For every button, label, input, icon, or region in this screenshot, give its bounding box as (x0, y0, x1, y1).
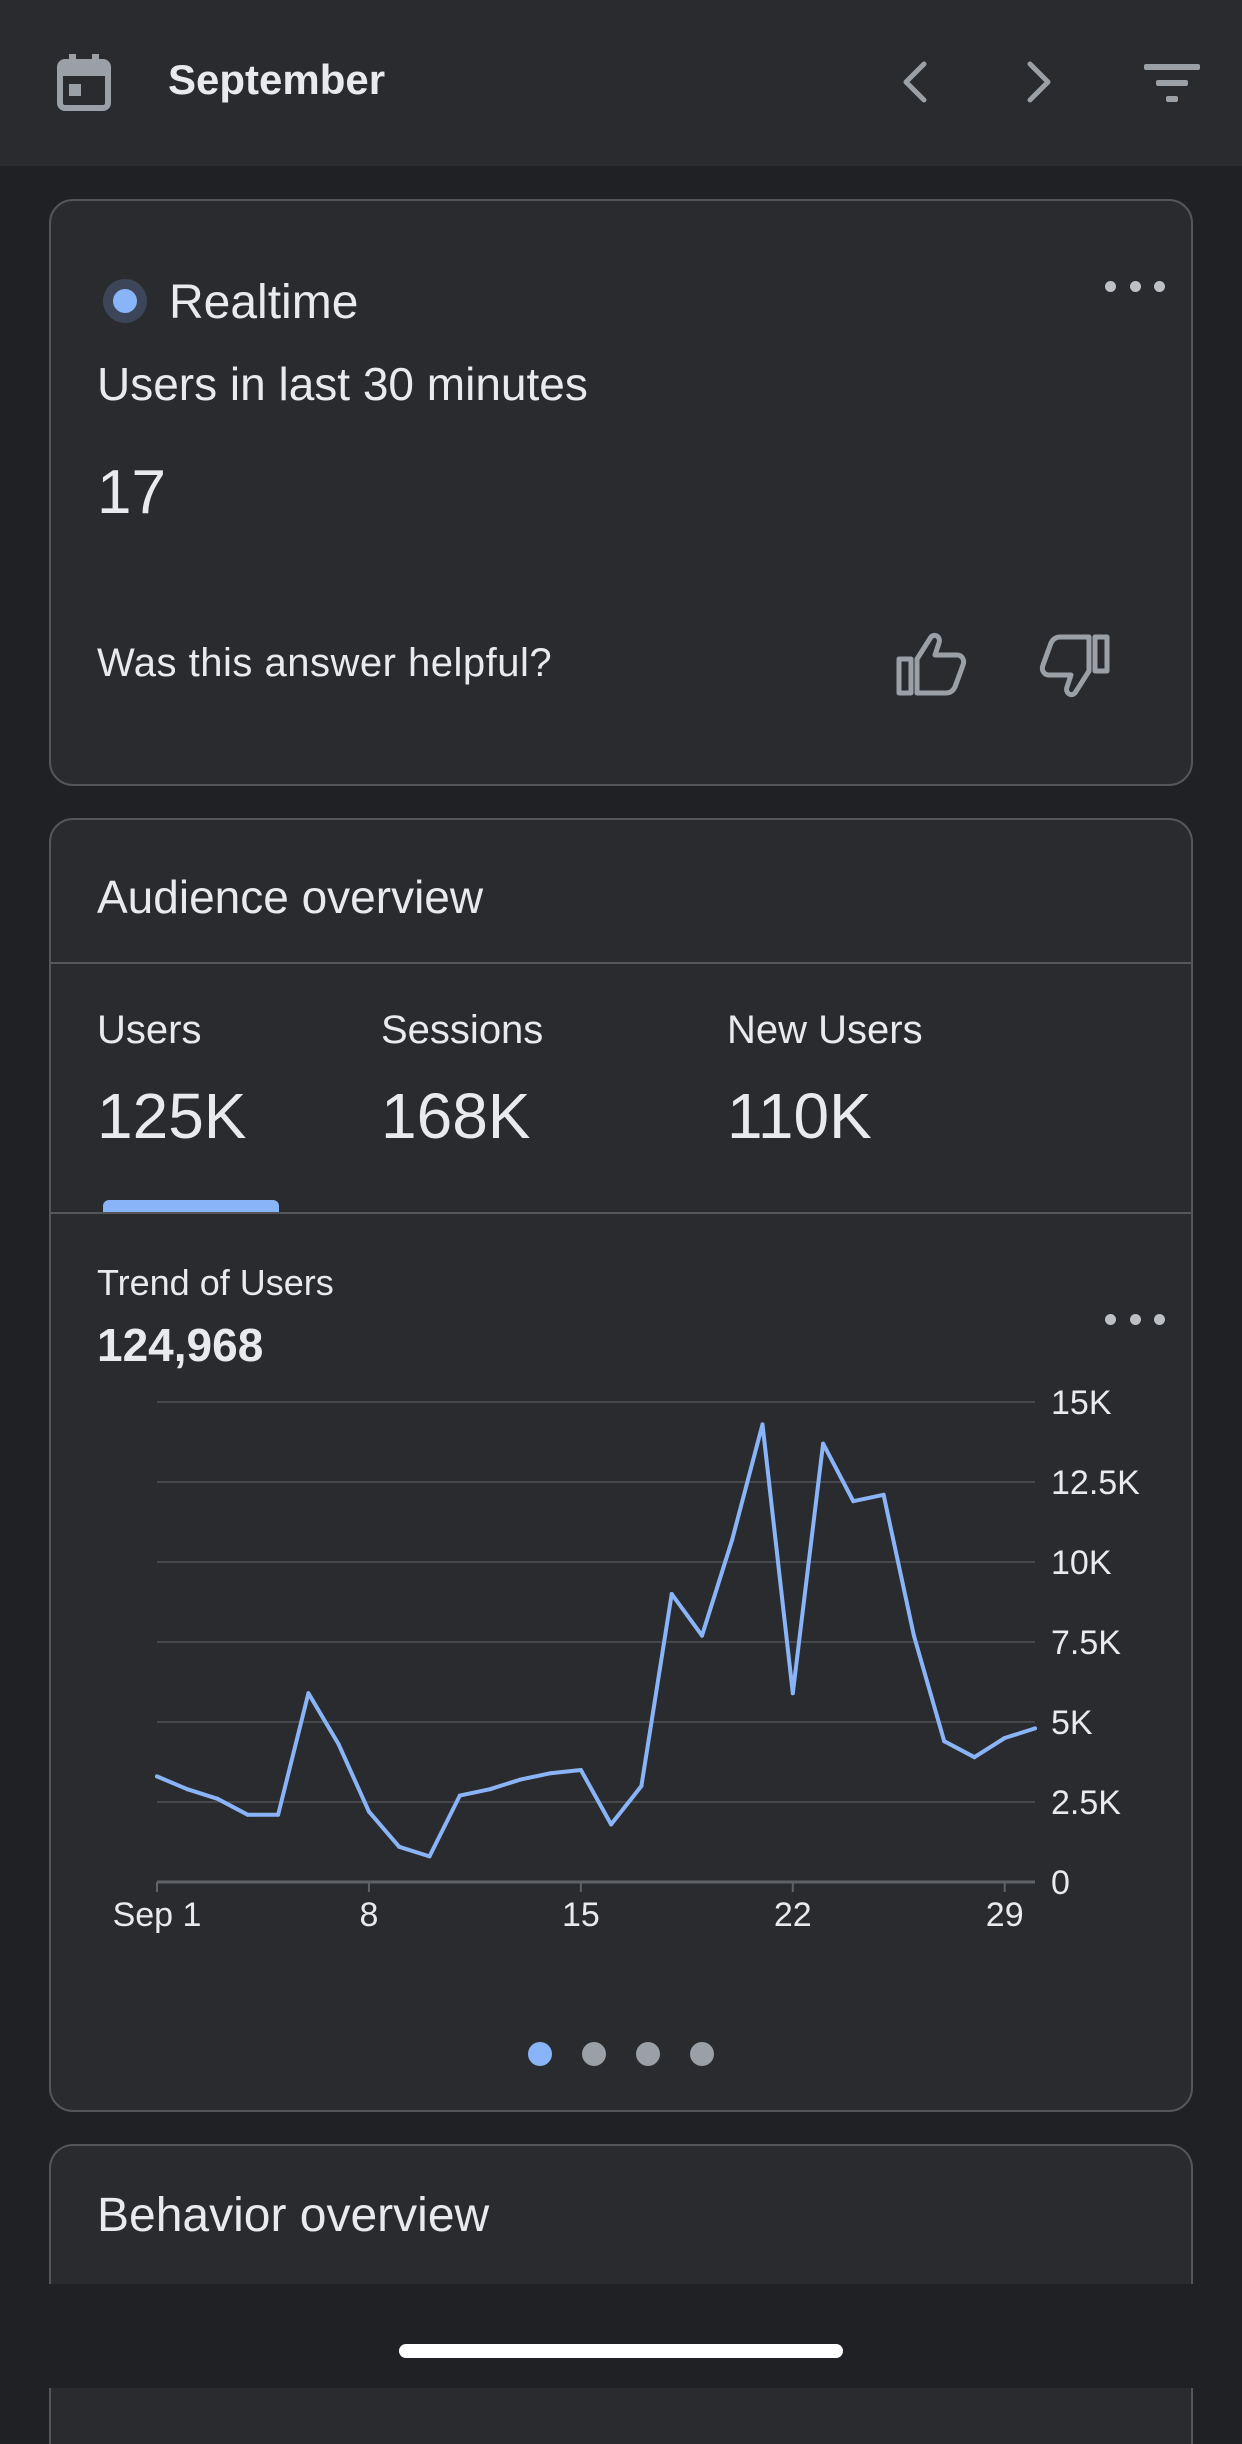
behavior-overview-title: Behavior overview (97, 2189, 490, 2242)
y-tick-label: 2.5K (1051, 1784, 1121, 1822)
realtime-users-value: 17 (97, 458, 166, 527)
calendar-icon[interactable] (56, 52, 112, 112)
data-point (366, 1809, 371, 1814)
selected-tab-indicator (103, 1200, 279, 1212)
page-dot[interactable] (636, 2042, 660, 2066)
tab-new-users-value: 110K (727, 1080, 872, 1152)
audience-overview-card: Audience overview Users 125K Sessions 16… (49, 818, 1193, 2112)
data-point (972, 1755, 977, 1760)
data-point (942, 1739, 947, 1744)
data-point (609, 1822, 614, 1827)
data-point (1033, 1726, 1037, 1731)
data-point (548, 1771, 553, 1776)
data-point (851, 1499, 856, 1504)
realtime-subtitle: Users in last 30 minutes (97, 358, 588, 410)
top-app-bar: September (0, 0, 1242, 166)
y-tick-label: 12.5K (1051, 1464, 1140, 1502)
page-indicator (51, 2042, 1191, 2066)
audience-overview-title: Audience overview (97, 871, 484, 923)
feedback-question: Was this answer helpful? (97, 641, 553, 685)
data-point (457, 1793, 462, 1798)
users-trend-chart: 0 2.5K 5K 7.5K 10K 12.5K 15K Sep 1 8 15 22 29 (113, 1384, 1141, 1934)
data-point (639, 1784, 644, 1788)
data-point (397, 1844, 402, 1849)
data-point (488, 1787, 493, 1792)
tab-users-label: Users (97, 1008, 202, 1052)
data-point (336, 1742, 341, 1747)
data-point (155, 1774, 159, 1779)
tab-sessions-value: 168K (381, 1080, 531, 1152)
x-tick-label: Sep 1 (113, 1896, 202, 1934)
y-tick-label: 5K (1051, 1704, 1093, 1742)
data-point (730, 1537, 735, 1542)
data-point (276, 1812, 281, 1817)
tab-sessions-label: Sessions (381, 1008, 544, 1052)
tab-new-users[interactable]: New Users 110K (727, 1008, 923, 1153)
more-options-icon[interactable] (1105, 271, 1165, 301)
page-dot[interactable] (582, 2042, 606, 2066)
chevron-left-icon[interactable] (884, 50, 948, 114)
data-point (669, 1592, 674, 1596)
filter-icon[interactable] (1136, 50, 1208, 114)
data-point (1002, 1736, 1007, 1740)
y-tick-label: 15K (1051, 1384, 1112, 1422)
data-point (760, 1422, 765, 1427)
x-tick-label: 29 (986, 1896, 1024, 1934)
date-range-title[interactable]: September (168, 56, 386, 103)
tab-users-value: 125K (97, 1080, 247, 1152)
chevron-right-icon[interactable] (1006, 50, 1070, 114)
thumbs-down-icon[interactable] (1035, 625, 1115, 705)
y-tick-label: 10K (1051, 1544, 1112, 1582)
data-point (911, 1633, 916, 1638)
tab-new-users-label: New Users (727, 1008, 923, 1052)
x-tick-label: 8 (359, 1896, 378, 1934)
data-point (699, 1633, 704, 1638)
data-point (306, 1691, 311, 1696)
data-point (518, 1777, 523, 1782)
data-point (185, 1787, 190, 1792)
more-options-icon[interactable] (1105, 1304, 1165, 1334)
trend-label: Trend of Users (97, 1262, 334, 1303)
data-point (427, 1854, 432, 1859)
data-point (578, 1768, 583, 1772)
data-point (245, 1812, 250, 1817)
thumbs-up-icon[interactable] (891, 625, 971, 705)
data-point (215, 1796, 220, 1801)
tab-users[interactable]: Users 125K (97, 1008, 246, 1153)
realtime-status-icon (103, 279, 147, 323)
bottom-safe-area (0, 2284, 1242, 2388)
data-point (790, 1691, 795, 1696)
y-tick-label: 7.5K (1051, 1624, 1121, 1662)
home-indicator[interactable] (399, 2344, 843, 2358)
page-dot[interactable] (528, 2042, 552, 2066)
page-dot[interactable] (690, 2042, 714, 2066)
tab-sessions[interactable]: Sessions 168K (381, 1008, 543, 1153)
x-tick-label: 22 (774, 1896, 812, 1934)
realtime-label: Realtime (169, 276, 359, 329)
y-tick-label: 0 (1051, 1864, 1070, 1902)
trend-value: 124,968 (97, 1319, 264, 1371)
data-point (881, 1492, 886, 1497)
divider (51, 1212, 1191, 1214)
realtime-card: Realtime Users in last 30 minutes 17 Was… (49, 199, 1193, 786)
data-point (821, 1441, 826, 1446)
x-tick-label: 15 (562, 1896, 600, 1934)
users-series-line (155, 1422, 1037, 1859)
divider (51, 962, 1191, 964)
